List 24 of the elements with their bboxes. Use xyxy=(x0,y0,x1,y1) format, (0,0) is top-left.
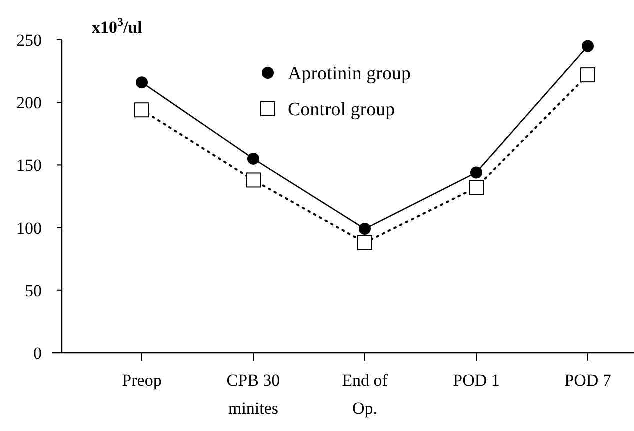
y-tick-label: 100 xyxy=(16,218,42,238)
y-tick-label: 0 xyxy=(34,344,42,363)
point xyxy=(246,172,261,188)
x-tick-label: End of Op. xyxy=(342,371,388,418)
y-tick-label: 150 xyxy=(16,156,42,176)
x-tick-label: Preop xyxy=(122,371,162,390)
point xyxy=(136,76,148,89)
y-tick-label: 50 xyxy=(25,281,42,300)
point xyxy=(359,223,371,236)
point xyxy=(470,166,482,179)
point xyxy=(582,40,594,52)
legend-label: Control group xyxy=(288,100,396,121)
legend-label: Aprotinin group xyxy=(288,64,411,85)
point xyxy=(248,152,260,165)
x-tick-label: CPB 30 minites xyxy=(226,371,280,418)
point xyxy=(134,102,150,118)
y-axis-title: x10$^{3}$/ul xyxy=(92,15,143,37)
x-tick-label: POD 1 xyxy=(453,371,500,390)
point xyxy=(469,180,484,196)
x-tick-label: POD 7 xyxy=(564,371,612,390)
y-tick-label: 250 xyxy=(16,30,42,50)
point xyxy=(358,235,372,250)
y-tick-label: 200 xyxy=(16,94,42,113)
point xyxy=(580,68,596,83)
